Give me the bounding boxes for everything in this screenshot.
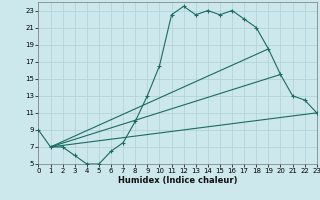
X-axis label: Humidex (Indice chaleur): Humidex (Indice chaleur) — [118, 176, 237, 185]
